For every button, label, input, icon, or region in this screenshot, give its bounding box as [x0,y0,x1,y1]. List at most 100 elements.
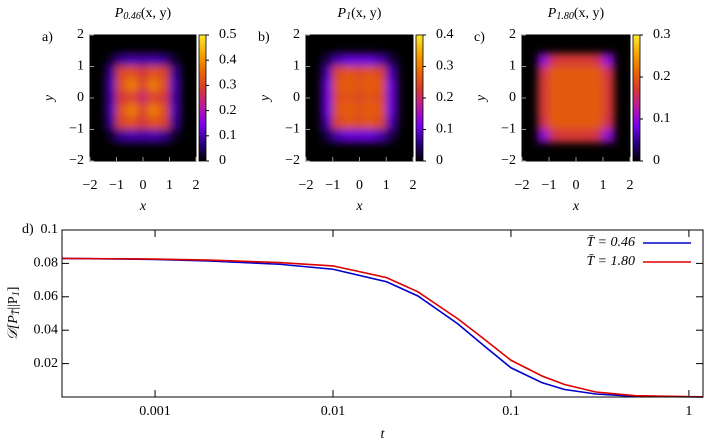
heatmap-cell [375,103,387,118]
legend-label: T̄ = 0.46 [587,235,635,250]
heatmap-cell [548,129,561,143]
heatmap-cell [375,129,387,143]
heatmap-cell [342,129,355,143]
x-tick-label: 0 [140,178,147,193]
heatmap-cell [105,53,117,67]
heatmap-cell [158,116,170,130]
heatmap-cell [105,78,117,93]
line-series [61,257,704,398]
heatmap-cell [158,53,170,67]
heatmap-cell [580,129,593,143]
panel-label: c) [474,30,485,45]
heatmap-cell [591,53,604,67]
colorbar-tick-label: 0.2 [436,90,454,105]
heatmap [105,53,181,143]
y-tick-label: 1 [77,59,84,74]
heatmap-cell [591,78,604,93]
x-tick-label: 0 [573,178,580,193]
heatmap-cell [559,103,572,118]
heatmap-cell [570,116,582,130]
heatmap-cell [602,103,615,118]
y-tick-label: 2 [509,27,516,42]
heatmap-cell [570,129,582,143]
heatmap-cell [158,66,170,80]
heatmap-cell [353,66,366,80]
y-tick-label: 1 [509,59,516,74]
heatmap-cell [353,53,366,67]
y-tick-label: 0.04 [34,322,59,337]
colorbar-tick-label: 0 [653,153,660,168]
heatmap-cell [385,129,398,143]
colorbar-tick-label: 0.1 [653,111,671,126]
heatmap-cell [559,78,572,93]
heatmap-cell [321,129,334,143]
heatmap-cell [321,103,334,118]
heatmap-cell [559,66,572,80]
y-tick-label: −2 [501,153,516,168]
line-series [61,257,704,398]
y-tick-label: 0 [77,90,84,105]
y-tick-label: −1 [285,122,300,137]
heatmap-cell [375,66,387,80]
heatmap-cell [116,53,128,67]
heatmap-cell [158,91,170,105]
chart-title-part: 0.46 [123,11,141,22]
colorbar-tick-label: 0.2 [219,103,237,118]
heatmap-cell [105,116,117,130]
y-axis-label: y [474,94,489,103]
chart-title-part: P [114,6,124,21]
heatmap-cell [364,116,377,130]
heatmap-cell [364,53,377,67]
x-tick-label: 1 [685,404,692,419]
heatmap-cell [570,66,582,80]
heatmap-cell [537,53,550,67]
heatmap-cell [169,91,181,105]
x-tick-label: −1 [325,178,340,193]
heatmap-cell [559,53,572,67]
heatmap-cell [385,91,398,105]
colorbar-tick-label: 0 [436,153,443,168]
heatmap-cell [570,91,582,105]
heatmap-cell [126,116,139,130]
heatmap-cell [364,129,377,143]
heatmap-cell [385,78,398,93]
heatmap-cell [375,116,387,130]
heatmap-cell [559,116,572,130]
heatmap-cell [548,78,561,93]
heatmap-cell [580,78,593,93]
heatmap-cell [385,103,398,118]
heatmap-cell [169,116,181,130]
heatmap-cell [548,116,561,130]
x-tick-label: −2 [299,178,314,193]
panel-label: b) [258,30,270,45]
heatmap-cell [385,66,398,80]
heatmap-cell [548,103,561,118]
colorbar-tick-label: 0.3 [436,59,454,74]
heatmap-cell [147,91,160,105]
x-tick-label: −1 [109,178,124,193]
colorbar-tick-label: 0.1 [219,128,237,143]
heatmap-cell [158,78,170,93]
y-tick-label: 2 [293,27,300,42]
heatmap-cell [137,116,149,130]
chart-title-part: 1.80 [556,11,574,22]
y-tick-label: −2 [285,153,300,168]
heatmap-cell [105,103,117,118]
heatmap-cells [321,53,398,143]
heatmap-cells [537,53,615,143]
heatmap-cell [353,129,366,143]
heatmap-cell [126,129,139,143]
heatmap-cell [321,116,334,130]
colorbar-tick-label: 0 [219,153,226,168]
heatmap-cell [105,129,117,143]
heatmap-cell [342,78,355,93]
heatmap-cell [353,78,366,93]
heatmap-cell [137,91,149,105]
colorbar-tick-label: 0.5 [219,27,237,42]
heatmap [321,53,398,143]
x-tick-label: 0 [356,178,363,193]
x-tick-label: 0.001 [139,404,171,419]
heatmap-cell [570,78,582,93]
y-tick-label: 0.1 [41,222,59,237]
heatmap-cell [137,129,149,143]
